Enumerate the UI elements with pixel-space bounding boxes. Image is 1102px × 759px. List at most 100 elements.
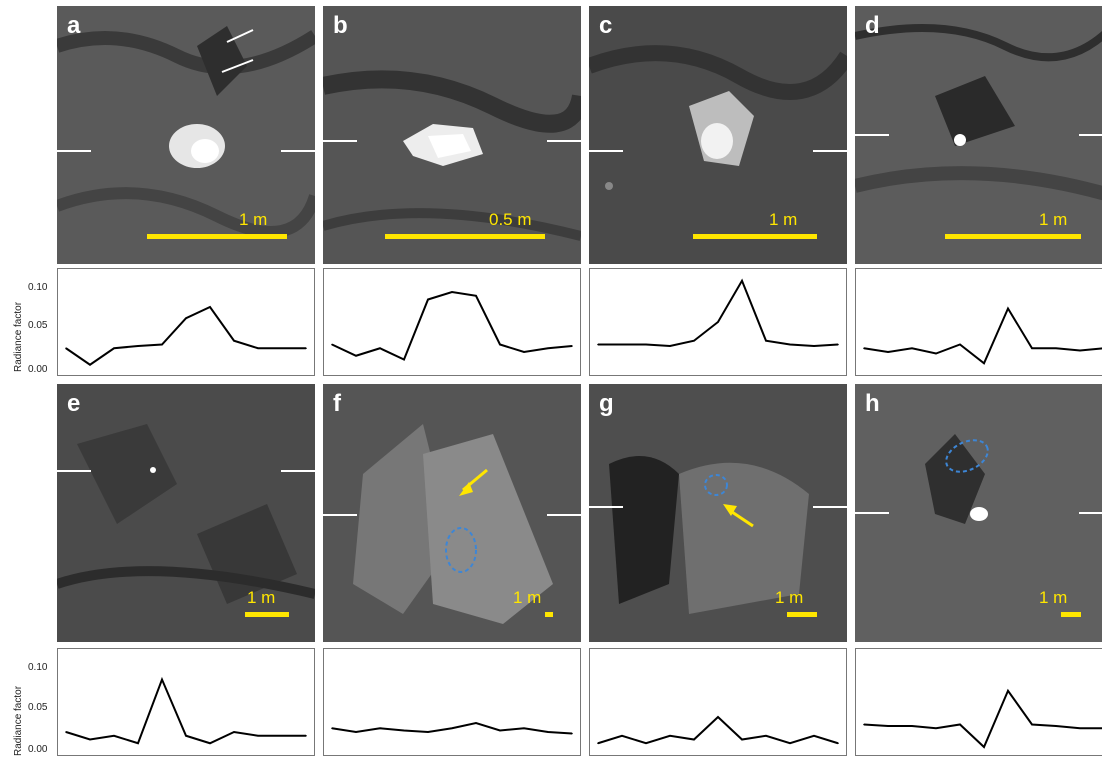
image-panel-c: c 1 m	[589, 6, 847, 264]
surface-image-a	[57, 6, 315, 264]
profile-tick-left	[589, 506, 623, 508]
y-tick-label: 0.00	[28, 744, 48, 755]
profile-point	[837, 343, 839, 346]
profile-point	[65, 347, 67, 350]
profile-point	[305, 347, 307, 350]
profile-point	[451, 727, 453, 730]
profile-point	[209, 306, 211, 308]
scale-label: 1 m	[1039, 210, 1068, 229]
panel-label: b	[333, 12, 348, 39]
profile-point	[935, 352, 937, 355]
profile-point	[305, 734, 307, 737]
profile-point	[475, 294, 477, 297]
profile-point	[65, 731, 67, 733]
surface-image-c	[589, 6, 847, 264]
profile-point	[161, 678, 163, 681]
profile-point	[113, 734, 115, 737]
profile-point	[959, 343, 961, 346]
profile-point	[813, 345, 815, 347]
profile-point	[621, 734, 623, 737]
image-panel-h: h 1 m	[855, 384, 1102, 642]
profile-point	[1031, 347, 1033, 350]
profile-point	[475, 722, 477, 724]
scale-bar	[1061, 612, 1081, 617]
profile-point	[257, 734, 259, 737]
profile-point	[983, 746, 985, 748]
profile-point	[669, 345, 671, 347]
profile-tick-right	[281, 470, 315, 472]
profile-point	[547, 347, 549, 350]
profile-point	[813, 734, 815, 737]
panel-label: e	[67, 390, 81, 417]
profile-point	[1079, 349, 1081, 352]
profile-point	[1055, 347, 1057, 350]
profile-point	[571, 345, 573, 347]
y-tick-label: 0.10	[28, 282, 48, 293]
profile-tick-left	[855, 512, 889, 514]
profile-tick-left	[323, 140, 357, 142]
profile-point	[597, 742, 599, 745]
profile-point	[379, 727, 381, 730]
profile-point	[741, 279, 743, 282]
profile-point	[257, 347, 259, 350]
image-panel-a: a 1 m	[57, 6, 315, 264]
y-tick-label: 0.05	[28, 320, 48, 331]
profile-point	[863, 347, 865, 350]
profile-point	[185, 317, 187, 320]
image-panel-e: e 1 m	[57, 384, 315, 642]
profile-point	[379, 347, 381, 350]
panel-label: d	[865, 12, 880, 39]
y-tick-label: 0.00	[28, 364, 48, 375]
profile-point	[331, 727, 333, 730]
profile-point	[209, 742, 211, 745]
panel-label: g	[599, 390, 614, 417]
profile-point	[571, 732, 573, 735]
profile-plot-g	[589, 648, 847, 756]
profile-point	[355, 354, 357, 357]
scale-label: 1 m	[1039, 588, 1068, 607]
profile-plot-a	[57, 268, 315, 376]
profile-point	[717, 321, 719, 323]
scale-label: 1 m	[239, 210, 268, 229]
image-panel-g: g 1 m	[589, 384, 847, 642]
profile-point	[89, 738, 91, 741]
panel-label: c	[599, 12, 613, 39]
scale-bar	[147, 234, 287, 239]
surface-image-e	[57, 384, 315, 642]
profile-point	[137, 345, 139, 347]
panel-label: f	[333, 390, 341, 417]
image-panel-f: f 1 m	[323, 384, 581, 642]
profile-point	[137, 742, 139, 745]
radiance-profile-line	[863, 306, 1102, 365]
profile-point	[789, 742, 791, 745]
profile-point	[789, 343, 791, 346]
profile-point	[887, 351, 889, 353]
profile-point	[499, 729, 501, 732]
scale-label: 1 m	[769, 210, 798, 229]
profile-point	[233, 339, 235, 342]
surface-image-f	[323, 384, 581, 642]
scale-bar	[545, 612, 553, 617]
profile-point	[645, 742, 647, 745]
profile-point	[765, 734, 767, 737]
profile-point	[355, 731, 357, 733]
profile-tick-right	[1079, 134, 1102, 136]
y-axis-label: Radiance factor	[13, 685, 24, 756]
surface-image-b	[323, 6, 581, 264]
profile-tick-right	[813, 506, 847, 508]
y-tick-label: 0.10	[28, 662, 48, 673]
profile-point	[1055, 725, 1057, 727]
profile-point	[741, 738, 743, 741]
profile-point	[645, 343, 647, 346]
radiance-profile-line	[65, 305, 306, 366]
profile-point	[89, 363, 91, 366]
profile-point	[1007, 307, 1009, 310]
surface-image-h	[855, 384, 1102, 642]
radiance-profile-line	[65, 676, 306, 745]
profile-point	[523, 351, 525, 353]
image-panel-d: d 1 m	[855, 6, 1102, 264]
surface-image-g	[589, 384, 847, 642]
profile-plot-f	[323, 648, 581, 756]
profile-point	[403, 358, 405, 361]
profile-tick-right	[547, 514, 581, 516]
